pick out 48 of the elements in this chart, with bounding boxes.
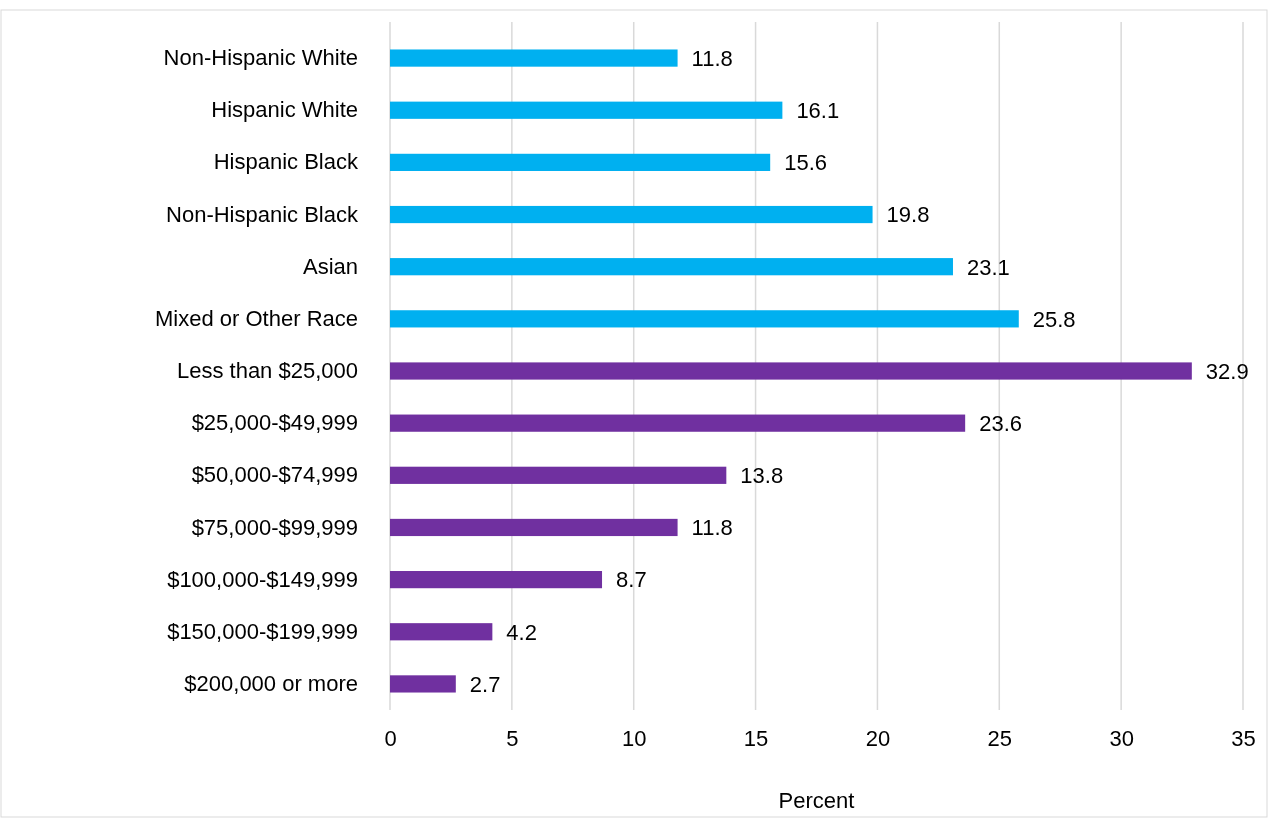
y-tick-label: Less than $25,000 [176,358,358,384]
y-tick-label: Non-Hispanic Black [166,201,359,227]
x-tick-label: 25 [987,725,1013,751]
y-tick-label: Non-Hispanic White [163,45,358,71]
x-tick-label: 35 [1231,725,1256,751]
bar [390,153,771,171]
data-label: 32.9 [1205,358,1249,384]
x-tick-label: 0 [384,725,397,751]
x-tick-label: 20 [865,725,891,751]
y-tick-label: $200,000 or more [184,670,358,696]
bar [390,571,603,589]
y-tick-label: Hispanic Black [213,149,359,175]
bar [390,518,678,537]
y-tick-label: $150,000-$199,999 [167,618,358,644]
x-axis-title: Percent [778,788,855,813]
data-label: 15.6 [784,150,828,176]
data-label: 23.6 [979,410,1022,436]
data-label: 11.8 [691,45,733,71]
bar [390,205,873,224]
data-label: 8.7 [616,567,647,593]
y-tick-label: Hispanic White [211,97,358,123]
y-tick-label: Mixed or Other Race [155,305,358,331]
x-tick-label: 15 [743,725,769,751]
data-label: 4.2 [506,619,537,645]
bar [390,258,953,276]
x-tick-label: 10 [621,725,647,751]
data-label: 2.7 [469,671,501,697]
data-label: 23.1 [966,254,1010,280]
data-label: 19.8 [886,202,930,228]
y-tick-label: $100,000-$149,999 [167,566,358,592]
data-label: 25.8 [1032,306,1076,332]
data-label: 16.1 [796,98,840,124]
bar [390,623,493,641]
y-tick-label: Asian [302,253,358,279]
x-tick-label: 5 [506,725,519,751]
bar [390,362,1192,380]
data-label: 13.8 [740,463,784,489]
bar [390,49,678,67]
bar [390,675,456,693]
data-label: 11.8 [691,515,733,541]
y-tick-label: $25,000-$49,999 [191,410,358,436]
bar [390,414,966,432]
bar [390,310,1019,328]
bar [390,101,783,119]
bar [390,466,727,484]
x-tick-label: 30 [1109,725,1134,751]
y-tick-label: $75,000-$99,999 [191,514,358,540]
y-tick-label: $50,000-$74,999 [191,462,358,488]
